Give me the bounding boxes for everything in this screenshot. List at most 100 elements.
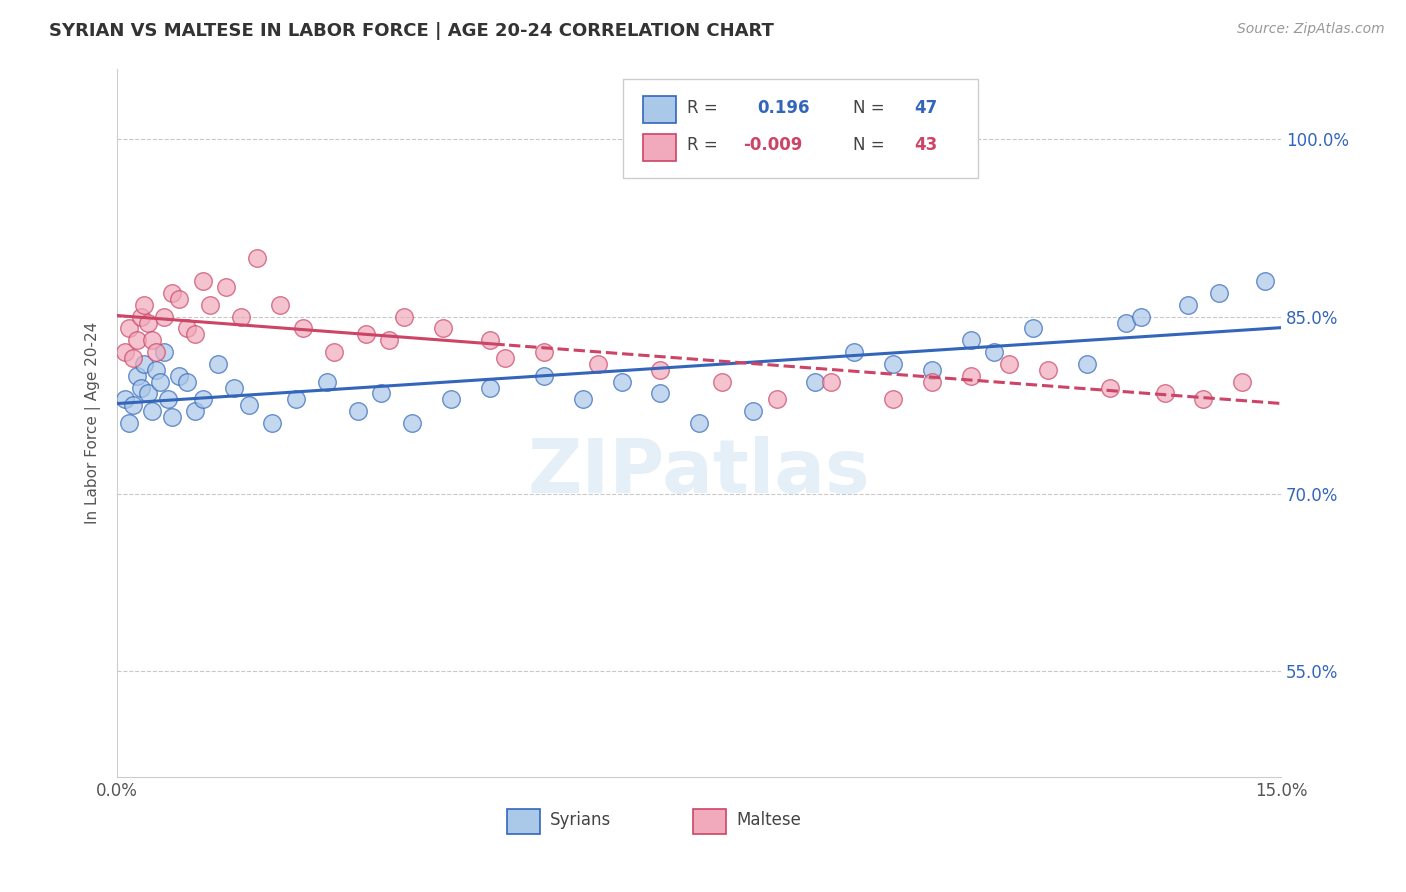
Point [959, 368, 981, 383]
Y-axis label: In Labor Force | Age 20-24: In Labor Force | Age 20-24 [86, 322, 101, 524]
Point [222, 380, 245, 394]
Point [136, 386, 159, 401]
Point [246, 251, 269, 265]
Point [231, 310, 253, 324]
Point [378, 333, 401, 347]
Point [145, 363, 167, 377]
Point [292, 321, 315, 335]
Text: 47: 47 [914, 98, 938, 117]
Point [370, 386, 392, 401]
Point [478, 380, 501, 394]
Text: R =: R = [688, 98, 718, 117]
Point [533, 345, 555, 359]
Text: R =: R = [688, 136, 718, 154]
Point [169, 368, 191, 383]
Point [1177, 298, 1199, 312]
Point [1099, 380, 1122, 394]
Point [125, 333, 148, 347]
Point [1038, 363, 1060, 377]
Point [571, 392, 593, 407]
Point [323, 345, 346, 359]
Point [1192, 392, 1215, 407]
Point [200, 298, 222, 312]
Point [121, 398, 143, 412]
FancyBboxPatch shape [508, 809, 540, 834]
Point [1115, 316, 1137, 330]
Point [610, 375, 633, 389]
Point [921, 363, 943, 377]
Point [149, 375, 172, 389]
Point [440, 392, 463, 407]
Point [1076, 357, 1098, 371]
Point [1230, 375, 1253, 389]
Point [207, 357, 229, 371]
Text: 0.196: 0.196 [758, 98, 810, 117]
Point [354, 327, 377, 342]
Point [238, 398, 260, 412]
Point [184, 404, 207, 418]
Point [983, 345, 1005, 359]
Point [765, 392, 787, 407]
Point [650, 386, 672, 401]
Point [1254, 274, 1277, 288]
Point [284, 392, 307, 407]
Text: Syrians: Syrians [550, 811, 612, 829]
Point [401, 416, 423, 430]
Point [820, 375, 842, 389]
Point [176, 375, 198, 389]
Point [153, 310, 176, 324]
Point [191, 274, 214, 288]
Point [844, 345, 866, 359]
FancyBboxPatch shape [644, 96, 676, 123]
Point [1130, 310, 1153, 324]
Point [160, 410, 183, 425]
Point [262, 416, 284, 430]
Point [136, 316, 159, 330]
Point [145, 345, 167, 359]
Text: N =: N = [852, 98, 884, 117]
Point [129, 310, 152, 324]
Point [533, 368, 555, 383]
Point [688, 416, 710, 430]
Point [129, 380, 152, 394]
Point [478, 333, 501, 347]
Point [315, 375, 337, 389]
Point [176, 321, 198, 335]
Point [269, 298, 291, 312]
Point [153, 345, 176, 359]
Point [118, 416, 141, 430]
Point [169, 292, 191, 306]
Point [141, 404, 163, 418]
Point [882, 392, 904, 407]
Point [114, 392, 136, 407]
Point [432, 321, 454, 335]
Text: N =: N = [852, 136, 884, 154]
Point [494, 351, 516, 365]
Text: ZIPatlas: ZIPatlas [527, 436, 870, 509]
Point [184, 327, 207, 342]
Point [921, 375, 943, 389]
Point [1153, 386, 1175, 401]
Text: 43: 43 [914, 136, 938, 154]
Point [114, 345, 136, 359]
FancyBboxPatch shape [623, 79, 979, 178]
Point [742, 404, 765, 418]
Point [125, 368, 148, 383]
FancyBboxPatch shape [644, 134, 676, 161]
Point [141, 333, 163, 347]
Point [121, 351, 143, 365]
Point [882, 357, 904, 371]
Point [998, 357, 1021, 371]
Text: -0.009: -0.009 [744, 136, 803, 154]
Point [215, 280, 238, 294]
Point [1021, 321, 1043, 335]
Point [588, 357, 610, 371]
Point [191, 392, 214, 407]
Point [134, 298, 156, 312]
Point [134, 357, 156, 371]
FancyBboxPatch shape [693, 809, 725, 834]
Text: SYRIAN VS MALTESE IN LABOR FORCE | AGE 20-24 CORRELATION CHART: SYRIAN VS MALTESE IN LABOR FORCE | AGE 2… [49, 22, 775, 40]
Point [650, 363, 672, 377]
Text: Source: ZipAtlas.com: Source: ZipAtlas.com [1237, 22, 1385, 37]
Point [160, 285, 183, 300]
